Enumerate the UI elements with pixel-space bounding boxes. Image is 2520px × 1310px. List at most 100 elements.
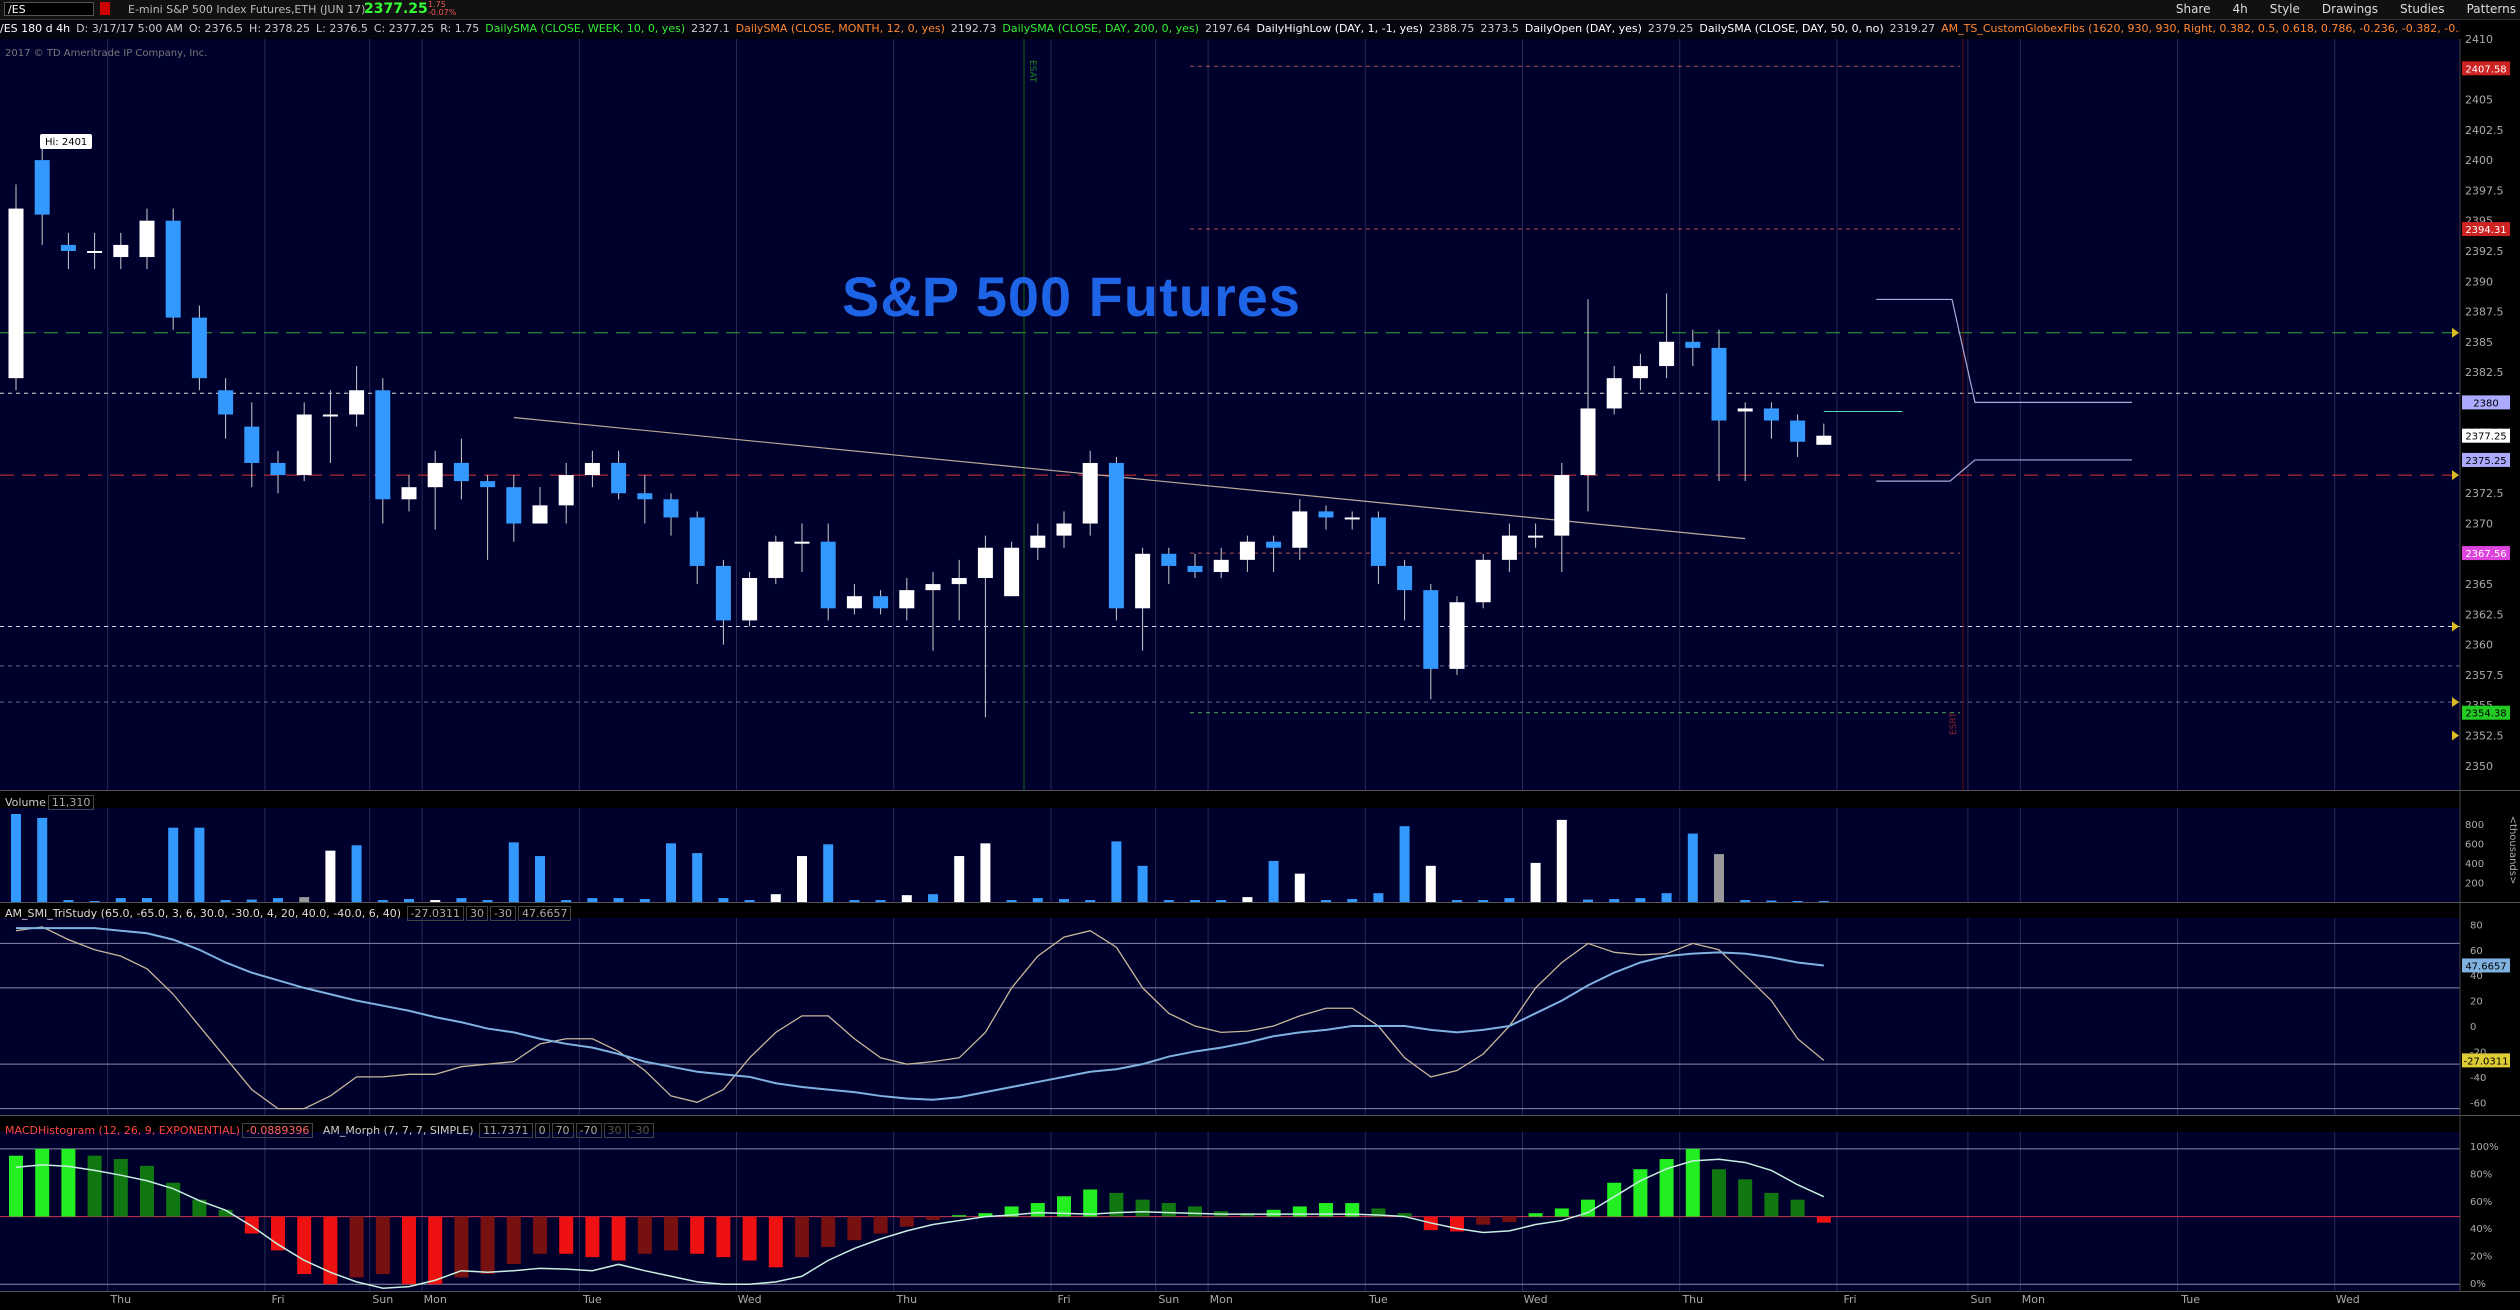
macd-bar: [952, 1215, 967, 1217]
candle-down: [689, 517, 705, 566]
volume-bar: [1583, 899, 1593, 902]
price-tag: [2462, 452, 2510, 467]
volume-bar: [351, 845, 362, 902]
level-arrow-icon: [2452, 730, 2459, 741]
toolbar-4h-button[interactable]: 4h: [2232, 2, 2248, 16]
candle-down: [611, 462, 627, 494]
date-label: Thu: [1681, 1293, 1703, 1306]
candle-down: [165, 220, 181, 318]
candle-up: [1606, 378, 1622, 409]
link-color-icon[interactable]: [100, 2, 110, 15]
toolbar-studies-button[interactable]: Studies: [2400, 2, 2445, 16]
date-label: Mon: [424, 1293, 447, 1306]
volume-bar: [430, 900, 441, 902]
panel-bg: [0, 1132, 2460, 1291]
volume-bar: [168, 827, 179, 902]
macd-bar: [1581, 1199, 1595, 1217]
volume-bar: [377, 900, 388, 902]
date-label: Wed: [1524, 1293, 1548, 1306]
panel-bg: [0, 808, 2460, 902]
candle-up: [8, 208, 24, 379]
price-tag-label: 2354.38: [2465, 709, 2506, 720]
toolbar-drawings-button[interactable]: Drawings: [2321, 2, 2379, 16]
volume-bar: [1268, 860, 1279, 902]
info-item: O: 2376.5: [188, 22, 244, 35]
level-label: 2380.75: [8, 0, 49, 3]
volume-bar: [1032, 898, 1043, 902]
volume-bar: [142, 898, 152, 902]
toolbar-right: Share 4h Style Drawings Studies Patterns: [2154, 2, 2516, 16]
price-tick-label: 2387.5: [2465, 306, 2504, 319]
volume-bar: [613, 898, 624, 902]
candle-up: [427, 462, 443, 488]
candle-up: [87, 250, 103, 253]
volume-bar: [901, 895, 912, 902]
price-tag: [2462, 61, 2510, 76]
macd-bar: [637, 1216, 652, 1254]
candle-down: [1266, 541, 1282, 548]
candle-up: [1632, 366, 1648, 379]
candle-up: [1030, 535, 1046, 548]
volume-bar: [1714, 854, 1724, 902]
level-label: 2400: [8, 0, 33, 3]
copyright: 2017 © TD Ameritrade IP Company, Inc.: [5, 48, 208, 59]
candle-up: [1056, 523, 1072, 536]
volume-bar: [89, 901, 100, 902]
toolbar-style-button[interactable]: Style: [2269, 2, 2300, 16]
price-tag-label: 2394.31: [2465, 225, 2506, 236]
level-label: 2358.25: [8, 0, 49, 3]
macd-bar: [899, 1216, 914, 1227]
candle-down: [453, 462, 469, 482]
hi-label: Hi: 2401: [40, 134, 92, 150]
candle-up: [401, 487, 417, 500]
projection-line: [1876, 459, 2132, 482]
level-arrow-icon: [2452, 327, 2459, 338]
volume-bar: [1452, 900, 1462, 902]
macd-tick-label: 100%: [2470, 1142, 2499, 1153]
symbol-input[interactable]: /ES: [4, 2, 94, 16]
toolbar-patterns-button[interactable]: Patterns: [2466, 2, 2516, 16]
date-label: Sun: [1971, 1293, 1992, 1306]
volume-bar: [115, 898, 126, 902]
price-tick-label: 2350: [2465, 760, 2493, 773]
volume-bar: [954, 856, 965, 902]
date-label: Mon: [1210, 1293, 1233, 1306]
macd-bar: [192, 1199, 207, 1217]
info-item: H: 2378.25: [249, 22, 311, 35]
smi-tick-label: 80: [2470, 920, 2483, 931]
macd-bar: [1790, 1199, 1805, 1217]
macd-bar: [533, 1216, 547, 1254]
info-item: DailyOpen (DAY, yes): [1524, 22, 1642, 35]
toolbar-share-button[interactable]: Share: [2175, 2, 2211, 16]
volume-bar: [797, 856, 807, 902]
level-label: 2389.5: [8, 0, 43, 3]
macd-bar: [1685, 1148, 1700, 1217]
candle-up: [1528, 535, 1544, 538]
volume-bar: [1294, 873, 1305, 902]
volume-bar: [1085, 900, 1096, 902]
candle-down: [637, 493, 653, 500]
macd-bar: [454, 1216, 469, 1278]
candle-down: [375, 390, 391, 500]
candle-down: [1685, 341, 1701, 348]
volume-bar: [1242, 897, 1253, 902]
volume-bar: [587, 898, 598, 902]
macd-bar: [664, 1216, 678, 1251]
volume-bar: [299, 897, 310, 902]
volume-bar: [1425, 865, 1436, 902]
volume-bar: [875, 900, 886, 902]
smi-tick-label: -40: [2470, 1073, 2486, 1084]
macd-bar: [323, 1216, 338, 1285]
macd-bar: [873, 1216, 888, 1234]
macd-bar: [795, 1216, 809, 1258]
level-label: 2355.25: [8, 0, 49, 3]
price-tick-label: 2390: [2465, 275, 2493, 288]
study-info-bar: /ES 180 d 4h D: 3/17/17 5:00 AM O: 2376.5 H…: [0, 20, 2460, 38]
volume-bar: [561, 900, 572, 902]
price-tick-label: 2370: [2465, 518, 2493, 531]
macd-bar: [1057, 1196, 1071, 1217]
candle-up: [1292, 511, 1308, 548]
macd-bar: [611, 1216, 626, 1261]
smi-title: AM_SMI_TriStudy (65.0, -65.0, 3, 6, 30.0…: [5, 906, 572, 921]
panel-bg: [0, 39, 2460, 790]
